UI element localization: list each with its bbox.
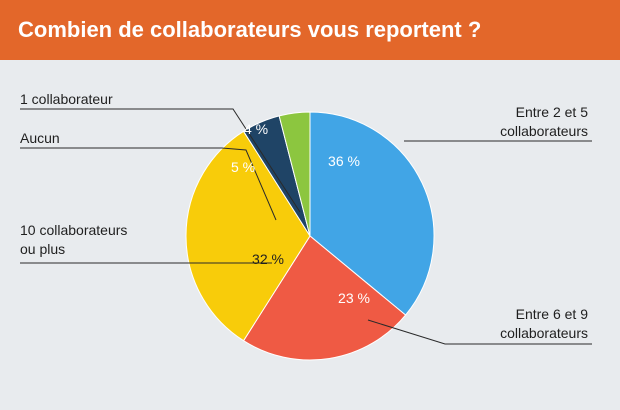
slice-label: 1 collaborateur — [20, 91, 113, 107]
leader-line — [20, 147, 277, 221]
slice-label-line: Aucun — [20, 130, 60, 146]
text-layer: Entre 2 et 5 collaborateurs 36 % Entre 6 et… — [20, 91, 588, 341]
leader-line — [367, 319, 592, 345]
slice-label: Entre 6 et 9 collaborateurs — [500, 306, 588, 341]
slice-label: 10 collaborateurs ou plus — [20, 222, 127, 257]
slice-value-label: 32 % — [252, 251, 284, 267]
slice-label: Entre 2 et 5 collaborateurs — [500, 104, 588, 139]
slice-entre-2-et-5 — [309, 111, 435, 316]
slice-value-label: 36 % — [328, 153, 360, 169]
slice-value-label: 5 % — [231, 159, 255, 175]
slices-layer — [185, 111, 435, 361]
slice-label-line: Entre 2 et 5 — [516, 104, 589, 120]
slice-1-collaborateur — [278, 111, 311, 237]
slice-label-line: 10 collaborateurs — [20, 222, 127, 238]
slice-label-line: collaborateurs — [500, 123, 588, 139]
slice-value-label: 4 % — [244, 121, 268, 137]
slice-label-line: ou plus — [20, 241, 65, 257]
slice-label-line: collaborateurs — [500, 325, 588, 341]
slice-10-ou-plus — [185, 130, 311, 342]
slice-value-label: 23 % — [338, 290, 370, 306]
slice-label-line: Entre 6 et 9 — [516, 306, 589, 322]
leaders-layer — [20, 108, 592, 345]
slice-label: Aucun — [20, 130, 60, 146]
header-bar: Combien de collaborateurs vous reportent… — [0, 0, 620, 60]
slice-label-line: 1 collaborateur — [20, 91, 113, 107]
page-title: Combien de collaborateurs vous reportent… — [18, 17, 482, 42]
leader-line — [20, 108, 301, 213]
